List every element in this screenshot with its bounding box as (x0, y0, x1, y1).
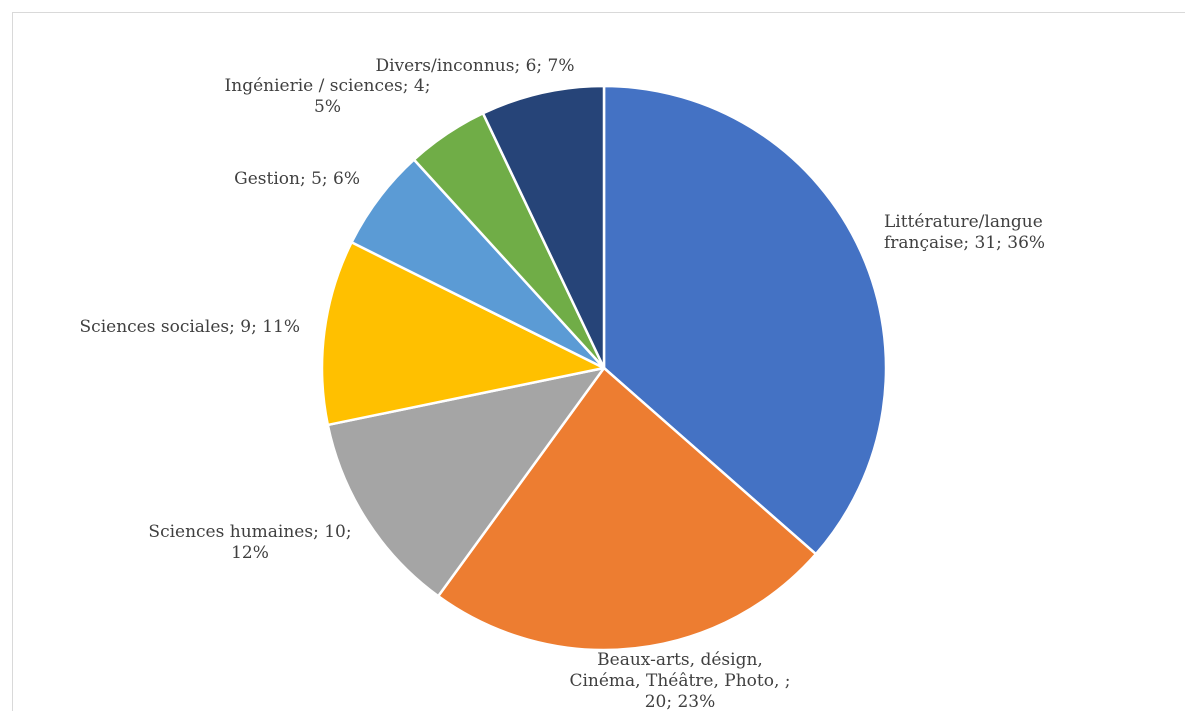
slice-label-ingenierie: Ingénierie / sciences; 4; 5% (224, 76, 431, 117)
pie-slice-divers-inconnus (481, 84, 606, 370)
pie-slice-sciences-sociales (320, 241, 606, 427)
slice-label-beaux-arts: Beaux-arts, désign, Cinéma, Théâtre, Pho… (569, 650, 791, 712)
pie-slice-sciences-humaines (326, 366, 606, 598)
pie-slices (320, 84, 888, 652)
pie-slice-beaux-arts-design-cinema-theatre-photo (436, 366, 818, 652)
chart-frame (12, 12, 1185, 711)
slice-label-litterature: Littérature/langue française; 31; 36% (884, 212, 1046, 253)
slice-label-divers: Divers/inconnus; 6; 7% (375, 56, 575, 76)
slice-label-sciences-humaines: Sciences humaines; 10; 12% (148, 522, 352, 563)
slice-label-gestion: Gestion; 5; 6% (234, 169, 360, 189)
slice-label-sciences-sociales: Sciences sociales; 9; 11% (79, 317, 300, 337)
pie-slice-litterature-langue-francaise (602, 84, 888, 556)
